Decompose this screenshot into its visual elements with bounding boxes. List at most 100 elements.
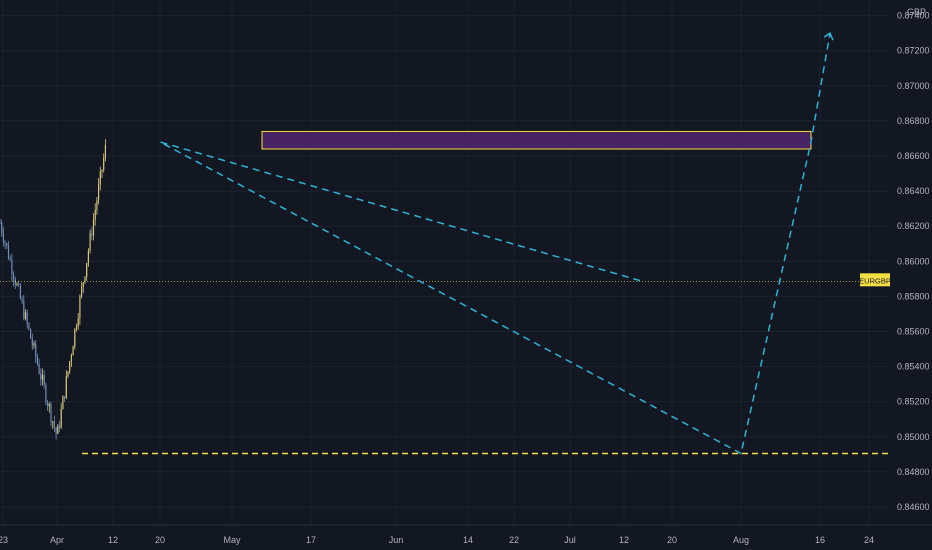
candle-body: [43, 374, 45, 385]
time-tick-label: 24: [864, 535, 874, 545]
candle-body: [64, 396, 66, 399]
resistance-zone-layer: [261, 130, 812, 150]
candle-body: [52, 421, 54, 423]
candle-body: [24, 312, 27, 319]
currency-label: GBP: [907, 7, 926, 17]
candle-body: [60, 409, 62, 428]
grid: [0, 0, 890, 525]
candle-body: [6, 243, 8, 246]
symbol-label: EURGBP: [859, 276, 891, 285]
candle-body: [65, 376, 67, 399]
candle-body: [36, 356, 38, 364]
candle-body: [91, 233, 93, 236]
price-axis-bg: [890, 0, 932, 550]
time-tick-label: 23: [0, 535, 8, 545]
time-tick-label: 20: [155, 535, 165, 545]
candle-body: [38, 363, 40, 374]
price-tick-label: 0.86000: [897, 256, 930, 266]
candle-body: [1, 222, 3, 234]
candle-body: [28, 323, 30, 329]
candle-body: [2, 233, 4, 243]
time-tick-label: 12: [619, 535, 629, 545]
projection-layer: [159, 32, 834, 455]
candle-body: [53, 421, 55, 428]
candle-body: [33, 343, 35, 346]
price-tick-label: 0.86600: [897, 151, 930, 161]
candle-body: [86, 263, 88, 277]
candle-body: [58, 425, 61, 428]
candle-body: [103, 157, 105, 170]
candle-body: [75, 326, 78, 329]
time-tick-label: 14: [463, 535, 473, 545]
candle-body: [81, 286, 83, 297]
candles-layer: [0, 139, 106, 440]
candle-body: [104, 144, 106, 158]
candle-body: [48, 404, 50, 406]
candle-body: [18, 283, 20, 286]
candle-body: [21, 298, 23, 302]
time-tick-label: Apr: [50, 535, 64, 545]
candle-body: [84, 276, 86, 283]
candle-body: [72, 346, 74, 356]
candle-body: [7, 245, 10, 259]
candle-body: [35, 343, 37, 357]
candle-body: [57, 425, 59, 434]
candle-body: [26, 312, 28, 324]
candle-body: [101, 169, 103, 172]
candle-body: [74, 328, 76, 347]
price-tick-label: 0.85000: [897, 432, 930, 442]
candle-body: [47, 402, 49, 406]
candle-body: [70, 355, 72, 362]
time-tick-label: May: [223, 535, 241, 545]
candle-body: [99, 171, 101, 185]
price-tick-label: 0.85400: [897, 362, 930, 372]
time-tick-label: 17: [306, 535, 316, 545]
candle-body: [55, 427, 57, 434]
price-tick-label: 0.87200: [897, 46, 930, 56]
candle-body: [4, 242, 6, 244]
price-tick-label: 0.84800: [897, 467, 930, 477]
candle-body: [87, 250, 89, 264]
candle-body: [79, 296, 81, 319]
candle-body: [69, 361, 71, 372]
price-tick-label: 0.86800: [897, 116, 930, 126]
price-tick-label: 0.85600: [897, 327, 930, 337]
time-tick-label: 16: [815, 535, 825, 545]
candle-body: [11, 260, 13, 275]
candle-body: [94, 209, 96, 220]
candle-body: [16, 283, 18, 286]
time-tick-label: 22: [509, 535, 519, 545]
candle-body: [89, 233, 91, 251]
candle-body: [19, 285, 21, 299]
price-tick-label: 0.87400: [897, 11, 930, 21]
candle-body: [45, 384, 47, 403]
candle-body: [92, 219, 95, 236]
price-tick-label: 0.85800: [897, 291, 930, 301]
candle-body: [9, 258, 11, 261]
projection-arrow-head: [823, 32, 834, 41]
candle-body: [41, 374, 44, 380]
time-tick-label: Jun: [389, 535, 404, 545]
candle-body: [23, 301, 25, 319]
price-axis[interactable]: 0.84600 0.84800 0.85000 0.85200 0.85400 0.856…: [890, 0, 932, 550]
time-tick-label: 20: [667, 535, 677, 545]
candle-body: [50, 404, 52, 423]
time-axis[interactable]: 23 Apr 12 20 May 17 Jun 14 22 Jul 12 20 Aug 16 24: [0, 524, 932, 545]
price-tick-label: 0.86400: [897, 186, 930, 196]
projection-path: [159, 33, 831, 455]
candle-body: [40, 373, 42, 380]
symbol-tag: [860, 273, 890, 287]
candle-body: [13, 274, 15, 280]
candle-body: [14, 279, 16, 286]
candle-body: [82, 282, 84, 287]
candle-body: [62, 396, 64, 410]
price-tick-label: 0.84600: [897, 502, 930, 512]
candle-body: [96, 200, 98, 210]
candle-body: [31, 338, 33, 346]
price-tick-label: 0.87000: [897, 81, 930, 91]
candle-body: [0, 222, 1, 224]
candle-body: [77, 318, 79, 327]
time-tick-label: Aug: [733, 535, 749, 545]
